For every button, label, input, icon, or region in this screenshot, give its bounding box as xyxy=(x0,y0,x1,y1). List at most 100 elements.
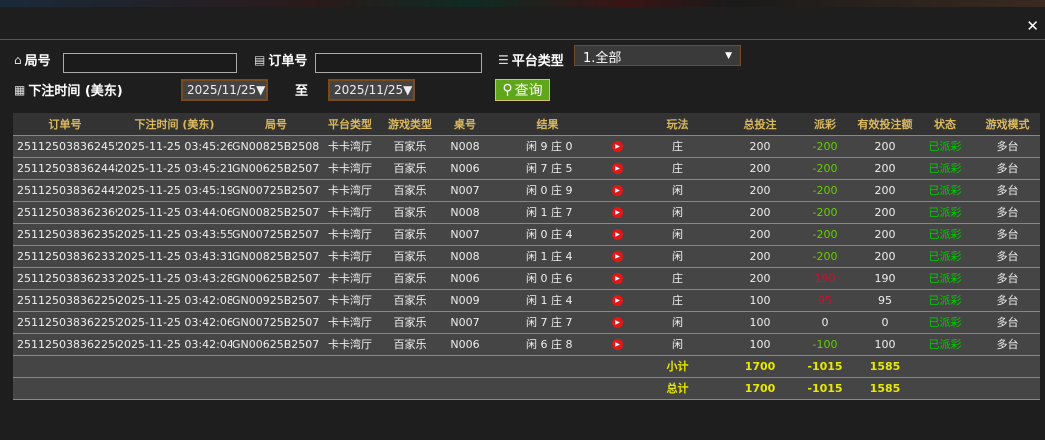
cell-platform: 卡卡湾厅 xyxy=(320,289,380,312)
cell-order: 251125038362369 xyxy=(13,201,117,224)
order-input[interactable] xyxy=(315,53,482,73)
platform-select-value: 1.全部 xyxy=(583,51,622,66)
cell-valid: 200 xyxy=(855,179,915,202)
cell-bet: 200 xyxy=(725,201,795,224)
cell-status: 已派彩 xyxy=(915,201,975,224)
table-row[interactable]: 251125038362445 2025-11-25 03:45:19 GN0072… xyxy=(13,179,1040,202)
date-from-picker[interactable]: 2025/11/25▼ xyxy=(181,79,268,101)
cell-mode: 多台 xyxy=(975,179,1040,202)
cell-status: 已派彩 xyxy=(915,135,975,158)
table-row[interactable]: 251125038362448 2025-11-25 03:45:21 GN0062… xyxy=(13,157,1040,180)
video-replay-icon[interactable]: ▶ xyxy=(612,163,623,174)
cell-game: 百家乐 xyxy=(380,201,440,224)
cell-mode: 多台 xyxy=(975,201,1040,224)
cell-round: GN00625B2507T xyxy=(232,267,320,290)
subtotal-cell xyxy=(440,355,490,378)
table-row[interactable]: 251125038362250 2025-11-25 03:42:04 GN0062… xyxy=(13,333,1040,356)
cell-status: 已派彩 xyxy=(915,245,975,268)
replay-cell: ▶ xyxy=(605,333,630,356)
list-icon: ☰ xyxy=(498,52,509,67)
total-cell: 总计 xyxy=(630,377,725,400)
cell-round: GN00725B2507W xyxy=(232,179,320,202)
close-icon[interactable]: ✕ xyxy=(1026,17,1039,35)
video-replay-icon[interactable]: ▶ xyxy=(612,185,623,196)
subtotal-cell xyxy=(232,355,320,378)
video-replay-icon[interactable]: ▶ xyxy=(612,141,623,152)
column-header: 状态 xyxy=(915,113,975,136)
video-replay-icon[interactable]: ▶ xyxy=(612,251,623,262)
table-row[interactable]: 251125038362369 2025-11-25 03:44:06 GN0082… xyxy=(13,201,1040,224)
cell-valid: 200 xyxy=(855,135,915,158)
search-icon: ⚲ xyxy=(502,82,513,98)
cell-time: 2025-11-25 03:45:19 xyxy=(117,179,232,202)
background-game-strip xyxy=(0,0,1045,7)
cell-game: 百家乐 xyxy=(380,289,440,312)
date-to-picker[interactable]: 2025/11/25▼ xyxy=(328,79,415,101)
video-replay-icon[interactable]: ▶ xyxy=(612,229,623,240)
total-cell xyxy=(440,377,490,400)
cell-order: 251125038362255 xyxy=(13,311,117,334)
total-cell xyxy=(490,377,605,400)
table-row[interactable]: 251125038362358 2025-11-25 03:43:55 GN0072… xyxy=(13,223,1040,246)
cell-valid: 200 xyxy=(855,245,915,268)
subtotal-cell: -1015 xyxy=(795,355,855,378)
cell-round: GN00725B2507U xyxy=(232,223,320,246)
cell-payout: -100 xyxy=(795,333,855,356)
total-cell: 1700 xyxy=(725,377,795,400)
table-row[interactable]: 251125038362333 2025-11-25 03:43:31 GN0082… xyxy=(13,245,1040,268)
video-replay-icon[interactable]: ▶ xyxy=(612,207,623,218)
replay-cell: ▶ xyxy=(605,311,630,334)
cell-result: 闲 0 庄 9 xyxy=(490,179,605,202)
table-row[interactable]: 251125038362256 2025-11-25 03:42:08 GN0092… xyxy=(13,289,1040,312)
video-replay-icon[interactable]: ▶ xyxy=(612,339,623,350)
cell-mode: 多台 xyxy=(975,223,1040,246)
replay-cell: ▶ xyxy=(605,289,630,312)
cell-platform: 卡卡湾厅 xyxy=(320,267,380,290)
cell-result: 闲 0 庄 6 xyxy=(490,267,605,290)
cell-platform: 卡卡湾厅 xyxy=(320,245,380,268)
cell-platform: 卡卡湾厅 xyxy=(320,157,380,180)
cell-game: 百家乐 xyxy=(380,223,440,246)
cell-table: N006 xyxy=(440,333,490,356)
total-cell xyxy=(915,377,975,400)
video-replay-icon[interactable]: ▶ xyxy=(612,273,623,284)
table-row[interactable]: 251125038362255 2025-11-25 03:42:06 GN0072… xyxy=(13,311,1040,334)
platform-select[interactable]: 1.全部 ▼ xyxy=(574,45,741,66)
cell-mode: 多台 xyxy=(975,311,1040,334)
cell-order: 251125038362256 xyxy=(13,289,117,312)
cell-result: 闲 7 庄 5 xyxy=(490,157,605,180)
cell-valid: 200 xyxy=(855,201,915,224)
cell-play: 闲 xyxy=(630,179,725,202)
cell-mode: 多台 xyxy=(975,333,1040,356)
round-label-text: 局号 xyxy=(24,54,51,69)
table-header: 订单号 下注时间 (美东) 局号 平台类型 游戏类型 桌号 结果 玩法 总投注 派彩 有效投注额 状态… xyxy=(13,113,1040,136)
cell-table: N008 xyxy=(440,245,490,268)
cell-play: 庄 xyxy=(630,289,725,312)
bet-table: 订单号 下注时间 (美东) 局号 平台类型 游戏类型 桌号 结果 玩法 总投注 派彩 有效投注额 状态… xyxy=(13,113,1040,400)
query-button[interactable]: ⚲ 查询 xyxy=(495,79,550,101)
video-replay-icon[interactable]: ▶ xyxy=(612,295,623,306)
time-label: ▦ 下注时间 (美东) xyxy=(14,80,123,100)
cell-status: 已派彩 xyxy=(915,289,975,312)
subtotal-cell: 小计 xyxy=(630,355,725,378)
round-input[interactable] xyxy=(63,53,237,73)
cell-valid: 100 xyxy=(855,333,915,356)
total-cell xyxy=(975,377,1040,400)
cell-game: 百家乐 xyxy=(380,135,440,158)
subtotal-cell xyxy=(117,355,232,378)
cell-mode: 多台 xyxy=(975,157,1040,180)
cell-round: GN00825B2507X xyxy=(232,245,320,268)
cell-status: 已派彩 xyxy=(915,333,975,356)
cell-valid: 190 xyxy=(855,267,915,290)
cell-play: 庄 xyxy=(630,157,725,180)
column-header xyxy=(605,113,630,136)
cell-time: 2025-11-25 03:45:21 xyxy=(117,157,232,180)
table-row[interactable]: 251125038362331 2025-11-25 03:43:28 GN0062… xyxy=(13,267,1040,290)
cell-round: GN00825B2507Y xyxy=(232,201,320,224)
table-row[interactable]: 251125038362455 2025-11-25 03:45:26 GN0082… xyxy=(13,135,1040,158)
query-label: 查询 xyxy=(514,83,543,99)
cell-valid: 0 xyxy=(855,311,915,334)
video-replay-icon[interactable]: ▶ xyxy=(612,317,623,328)
cell-platform: 卡卡湾厅 xyxy=(320,179,380,202)
cell-bet: 100 xyxy=(725,289,795,312)
